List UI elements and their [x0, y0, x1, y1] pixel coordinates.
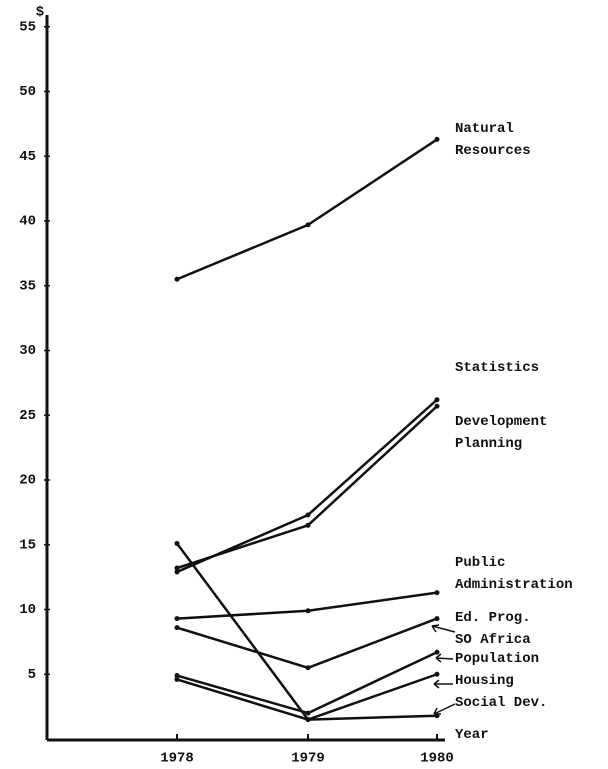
series-line [176, 405, 438, 570]
point [174, 673, 180, 679]
y-tick-label: 45 [19, 149, 36, 165]
point [174, 569, 180, 575]
point [305, 222, 311, 228]
point [174, 676, 180, 682]
point [434, 671, 440, 677]
point [174, 625, 180, 631]
point [305, 710, 311, 716]
x-tick-label: 1978 [160, 751, 194, 767]
y-tick-label: 55 [19, 19, 36, 35]
point [434, 649, 440, 655]
series-line [176, 138, 438, 281]
x-tick-label: 1980 [420, 751, 454, 767]
series-label: Ed. Prog. SO Africa [455, 610, 531, 648]
point [305, 512, 311, 518]
series-label: Public Administration [455, 555, 573, 593]
point [434, 713, 440, 719]
arrow [433, 679, 453, 689]
point [305, 608, 311, 614]
y-tick-label: 40 [19, 214, 36, 230]
point [305, 665, 311, 671]
x-axis-label: Year [455, 727, 489, 743]
arrow [433, 703, 456, 715]
label-arrows [431, 624, 456, 715]
y-tick-label: 25 [19, 408, 36, 424]
series-line [176, 617, 438, 670]
x-tick-label: 1979 [291, 751, 325, 767]
series-label: Population [455, 651, 540, 667]
series-label: Statistics [455, 360, 540, 376]
series-line [176, 651, 438, 715]
y-tick-label: 5 [28, 667, 36, 683]
y-tick-label: 10 [19, 602, 36, 618]
point [174, 276, 180, 282]
point [305, 717, 311, 723]
series-label: Development Planning [455, 414, 548, 452]
series-label: Social Dev. [455, 695, 548, 711]
point [305, 522, 311, 528]
point [174, 540, 180, 546]
series-line [175, 542, 438, 721]
point [434, 397, 440, 403]
point [434, 403, 440, 409]
point [434, 136, 440, 142]
point [434, 590, 440, 596]
arrow [431, 624, 456, 633]
point [174, 616, 180, 622]
point [174, 565, 180, 571]
series-label: Housing [455, 673, 514, 689]
y-tick-label: 35 [19, 278, 36, 294]
y-tick-label: 20 [19, 473, 36, 489]
y-tick-label: 15 [19, 537, 36, 553]
point [434, 616, 440, 622]
y-tick-label: 30 [19, 343, 36, 359]
series-line [176, 398, 438, 574]
arrow [435, 653, 454, 663]
y-tick-label: 50 [19, 84, 36, 100]
series-label: Natural Resources [455, 121, 531, 159]
y-axis-label: $ [36, 5, 44, 21]
